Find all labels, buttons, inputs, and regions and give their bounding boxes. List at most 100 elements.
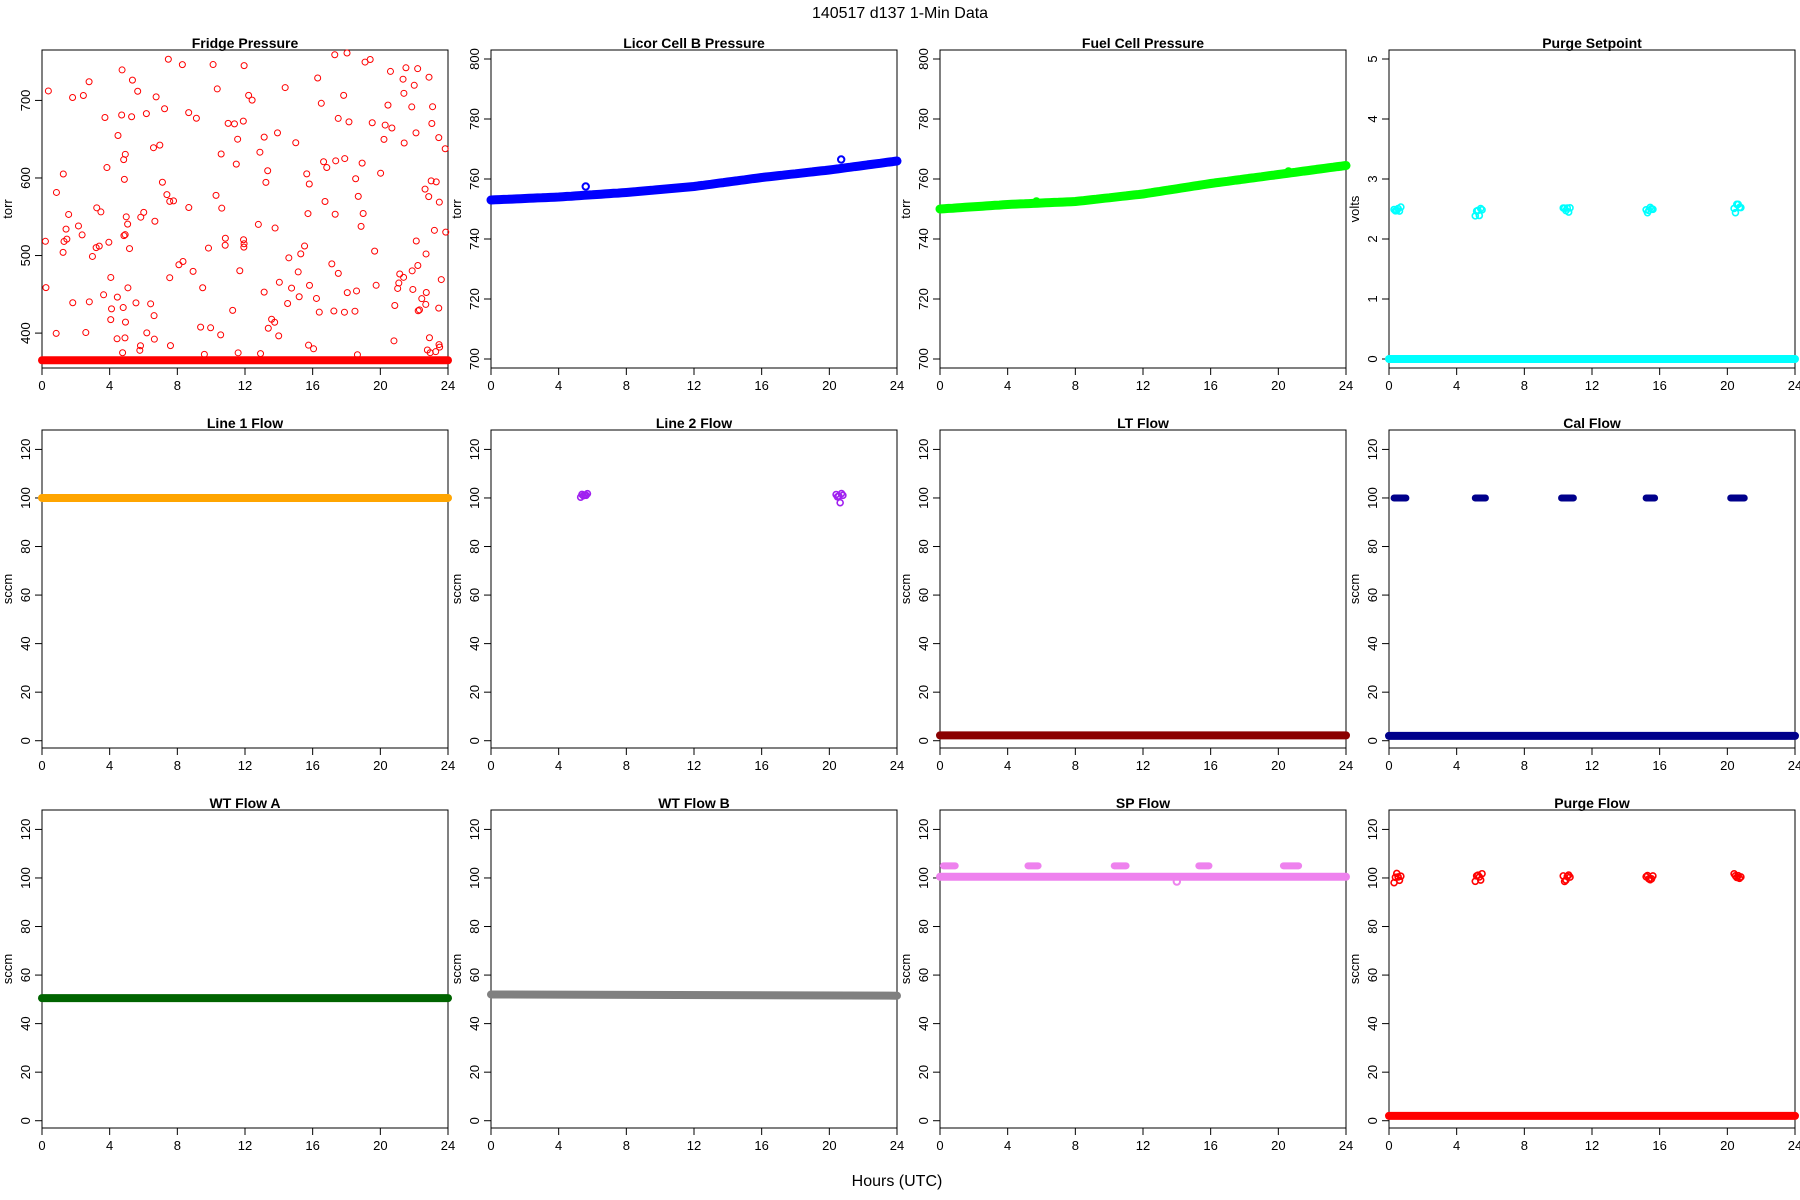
data-point [380,135,388,143]
data-point [1735,874,1744,883]
x-tick-label: 0 [936,758,943,773]
y-tick-label: 740 [467,228,482,250]
x-tick-label: 12 [1585,378,1599,393]
data-point [224,119,232,127]
panel-title: Fuel Cell Pressure [1082,35,1204,51]
x-tick-label: 0 [1385,378,1392,393]
data-point [221,241,229,249]
plot-box [1388,49,1796,369]
x-tick-label: 20 [373,758,387,773]
data-point [441,145,449,153]
data-point [284,299,292,307]
data-point [229,306,237,314]
data-point [400,89,408,97]
data-point [1395,876,1404,885]
panel-title: LT Flow [1117,415,1169,431]
data-point [1566,873,1574,881]
data-point [1476,204,1485,213]
x-tick-label: 8 [174,1138,181,1153]
data-point [175,261,183,269]
x-tick-label: 20 [822,1138,836,1153]
panel-title: Purge Flow [1554,795,1630,811]
data-point [402,64,410,72]
data-point [315,308,323,316]
data-point [230,120,238,128]
data-point [377,169,385,177]
y-tick-label: 120 [1365,819,1380,841]
y-tick-label: 120 [916,819,931,841]
data-point [179,258,187,266]
y-tick-label: 80 [18,919,33,933]
y-tick-label: 0 [916,737,931,744]
data-point [435,198,443,206]
plot-box [41,429,449,749]
data-point [92,244,100,252]
data-point [436,343,444,351]
data-marks [487,990,901,1000]
data-point [437,276,445,284]
data-point [294,268,302,276]
data-point [221,234,229,242]
x-tick-label: 12 [1136,1138,1150,1153]
y-axis-label: sccm [1347,954,1362,984]
data-point [297,250,305,258]
data-point [442,228,450,236]
y-tick-label: 120 [467,819,482,841]
x-tick-label: 8 [1521,378,1528,393]
data-point [248,96,256,104]
x-tick-label: 4 [1004,1138,1011,1153]
panel-title: Line 1 Flow [207,415,283,431]
data-point [158,178,166,186]
x-tick-label: 8 [1072,378,1079,393]
y-tick-label: 0 [467,1117,482,1124]
data-point [381,121,389,129]
data-point [418,295,426,303]
data-point [78,231,86,239]
data-marks [486,155,902,205]
data-point [121,231,129,239]
y-tick-label: 5 [1365,55,1380,62]
data-point [288,284,296,292]
data-point [121,334,129,342]
data-point [305,341,313,349]
data-point [257,350,265,358]
y-tick-label: 1 [1365,295,1380,302]
data-point [583,489,592,498]
data-point [432,178,440,186]
x-tick-label: 20 [1271,378,1285,393]
data-point [140,208,148,216]
y-tick-label: 0 [916,1117,931,1124]
data-point [310,345,318,353]
x-tick-label: 12 [1136,378,1150,393]
data-point [412,237,420,245]
y-tick-label: 100 [18,487,33,509]
data-point [207,324,215,332]
y-tick-label: 400 [18,322,33,344]
data-point [199,284,207,292]
panel-title: Purge Setpoint [1542,35,1642,51]
data-point [1397,203,1405,211]
x-tick-label: 24 [1339,378,1353,393]
y-axis-label: sccm [0,574,15,604]
y-tick-label: 0 [18,1117,33,1124]
y-axis-label: sccm [449,574,464,604]
data-point [60,237,68,245]
data-point [836,155,846,164]
data-point [239,117,247,125]
data-point [232,160,240,168]
plot-box [490,49,898,369]
y-tick-label: 500 [18,245,33,267]
x-tick-label: 8 [174,758,181,773]
data-point [120,156,128,164]
y-tick-label: 60 [18,588,33,602]
y-tick-label: 40 [1365,1016,1380,1030]
y-tick-label: 100 [916,867,931,889]
y-tick-label: 0 [1365,355,1380,362]
x-tick-label: 20 [1720,758,1734,773]
data-point [120,232,128,240]
data-point [340,308,348,316]
data-point [74,222,82,230]
data-point [425,73,433,81]
data-point [100,291,108,299]
data-point [161,105,169,113]
